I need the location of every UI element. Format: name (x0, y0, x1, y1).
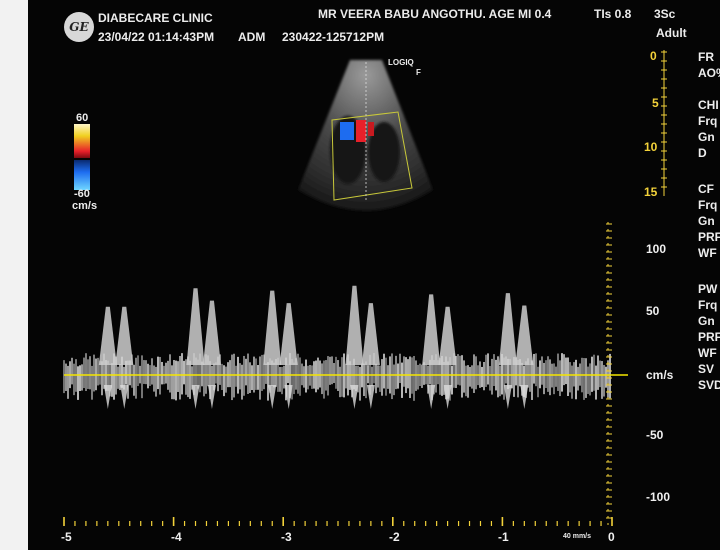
color-flow-blue (340, 122, 354, 140)
depth-scale (661, 50, 667, 196)
sector-brand: LOGIQ (388, 58, 414, 67)
velocity-trough (103, 385, 112, 409)
color-scale-unit: cm/s (72, 200, 98, 212)
study-id: 230422-125712PM (282, 30, 385, 44)
right-panel-item: CF (698, 182, 714, 196)
adm-label: ADM (238, 30, 266, 44)
preset-label: Adult (656, 26, 687, 40)
velocity-peak (498, 293, 517, 365)
right-panel-item: SVD (698, 378, 720, 392)
y-unit: cm/s (646, 368, 674, 382)
color-box (331, 111, 413, 201)
velocity-trough (191, 385, 200, 409)
right-panel-item: WF (698, 246, 717, 260)
velocity-peak (438, 306, 457, 365)
velocity-peak (186, 288, 205, 365)
right-panel-item: Frq (698, 198, 718, 212)
y-tick-minus50: -50 (646, 428, 664, 442)
sweep-speed: 40 mm/s (563, 533, 592, 540)
velocity-peak (115, 306, 134, 365)
right-panel-item: Frq (698, 114, 718, 128)
tis-value: TIs 0.8 (594, 7, 632, 21)
velocity-peak (279, 303, 298, 365)
right-panel-item: D (698, 146, 707, 160)
exam-datetime: 23/04/22 01:14:43PM (98, 30, 215, 44)
right-panel-item: PRF (698, 330, 720, 344)
x-tick-minus1: -1 (498, 530, 509, 544)
right-panel-item: PW (698, 282, 718, 296)
patient-info: MR VEERA BABU ANGOTHU. AGE MI 0.4 (318, 7, 552, 21)
clinic-name: DIABECARE CLINIC (98, 11, 213, 25)
color-scale-positive (74, 124, 90, 158)
y-tick-minus100: -100 (646, 490, 671, 504)
velocity-peak (515, 305, 534, 365)
sector-marker: F (416, 68, 421, 77)
x-tick-0: 0 (608, 530, 615, 544)
velocity-trough (268, 385, 277, 409)
velocity-trough (443, 385, 452, 409)
ultrasound-screen: GE DIABECARE CLINIC 23/04/22 01:14:43PM … (28, 0, 720, 550)
right-panel-item: SV (698, 362, 715, 376)
x-tick-minus2: -2 (389, 530, 400, 544)
color-scale-max: 60 (76, 112, 89, 124)
right-panel-item: CHI (698, 98, 719, 112)
heart-chamber-right (368, 122, 400, 182)
x-tick-minus3: -3 (281, 530, 292, 544)
color-flow-red-2 (368, 122, 374, 136)
x-tick-minus5: -5 (61, 530, 72, 544)
depth-tick-0: 0 (650, 49, 657, 63)
depth-tick-15: 15 (644, 185, 658, 199)
velocity-trough (503, 385, 512, 409)
depth-tick-5: 5 (652, 96, 659, 110)
velocity-trough (120, 385, 129, 409)
y-tick-100: 100 (646, 242, 667, 256)
right-panel-item: Gn (698, 314, 715, 328)
ultrasound-graphics (63, 50, 667, 526)
ge-logo: GE (64, 12, 94, 42)
velocity-trough (366, 385, 375, 409)
right-panel-item: Frq (698, 298, 718, 312)
x-tick-minus4: -4 (171, 530, 182, 544)
right-panel-item: WF (698, 346, 717, 360)
right-panel-item: PRF (698, 230, 720, 244)
y-tick-50: 50 (646, 304, 660, 318)
velocity-trough (350, 385, 359, 409)
velocity-peak (361, 303, 380, 365)
depth-tick-10: 10 (644, 140, 658, 154)
right-panel-item: Gn (698, 130, 715, 144)
velocity-trough (284, 385, 293, 409)
right-panel-item: AO% (698, 66, 720, 80)
velocity-peak (422, 294, 441, 365)
velocity-peak (345, 285, 364, 365)
velocity-peak (202, 300, 221, 365)
color-scale-negative (74, 160, 90, 190)
doppler-axes (63, 222, 628, 526)
color-scale-min: -60 (74, 188, 90, 200)
velocity-peak (98, 306, 117, 365)
color-flow-red (356, 120, 366, 142)
velocity-trough (520, 385, 529, 409)
velocity-trough (427, 385, 436, 409)
probe-name: 3Sc (654, 7, 676, 21)
doppler-spectrum (63, 285, 611, 409)
velocity-trough (207, 385, 216, 409)
right-panel-item: FR (698, 50, 714, 64)
right-panel-item: Gn (698, 214, 715, 228)
velocity-peak (263, 290, 282, 365)
